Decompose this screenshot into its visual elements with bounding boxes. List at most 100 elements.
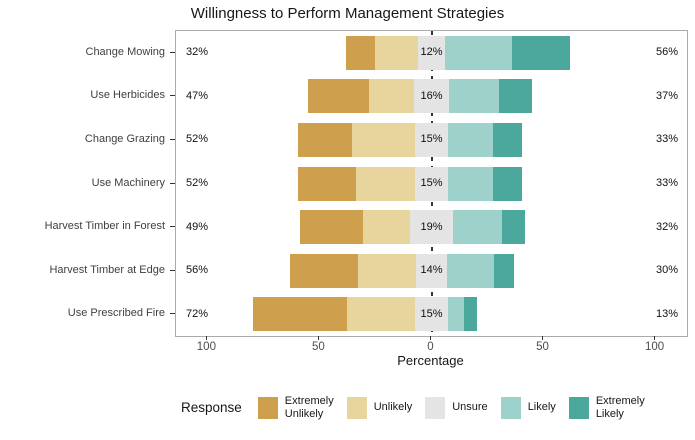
bar-segment-extremely-likely — [463, 297, 478, 332]
y-tick-mark — [170, 138, 175, 140]
positive-total-label: 33% — [655, 133, 678, 146]
y-tick-mark — [170, 51, 175, 53]
legend-swatch-likely — [500, 396, 521, 419]
bar-segment-likely — [448, 297, 464, 332]
x-tick-mark — [542, 336, 544, 340]
bar-row: 52% 15% 33% — [176, 122, 687, 157]
x-tick-label: 50 — [312, 341, 325, 353]
legend-label-extremely_unlikely: Extremely Unlikely — [284, 395, 334, 420]
bar-segment-unsure — [410, 210, 453, 245]
negative-total-label: 56% — [186, 264, 209, 277]
bar-segment-extremely-likely — [494, 253, 515, 288]
bar-row: 56% 14% 30% — [176, 253, 687, 288]
bar-segment-extremely-unlikely — [253, 297, 348, 332]
bar-segment-unsure — [418, 35, 445, 70]
bar-segment-extremely-likely — [512, 35, 571, 70]
negative-total-label: 32% — [186, 46, 209, 59]
legend-item-extremely_likely: Extremely Likely — [568, 395, 645, 421]
y-category-label: Use Herbicides — [90, 89, 165, 102]
negative-total-label: 49% — [186, 220, 209, 233]
unsure-label: 14% — [420, 264, 443, 277]
x-tick-label: 0 — [427, 341, 434, 353]
legend-swatch-unlikely — [346, 396, 367, 419]
bar-row: 49% 19% 32% — [176, 210, 687, 245]
positive-total-label: 37% — [655, 89, 678, 102]
bar-segment-extremely-unlikely — [290, 253, 358, 288]
bar-row: 32% 12% 56% — [176, 35, 687, 70]
y-category-label: Use Prescribed Fire — [67, 307, 165, 320]
negative-total-label: 72% — [186, 307, 209, 320]
legend-item-likely: Likely — [500, 396, 556, 419]
legend-item-extremely_unlikely: Extremely Unlikely — [257, 395, 334, 421]
y-tick-mark — [170, 95, 175, 97]
legend: Response Extremely Unlikely Unlikely Unsur… — [181, 395, 645, 421]
bar-row: 47% 16% 37% — [176, 79, 687, 114]
x-tick-mark — [430, 336, 431, 340]
positive-total-label: 30% — [655, 264, 678, 277]
bar-segment-unsure — [413, 79, 450, 114]
x-axis-title: Percentage — [397, 353, 464, 368]
legend-item-unsure: Unsure — [425, 396, 488, 419]
bar-segment-extremely-likely — [493, 122, 523, 157]
x-tick-mark — [205, 336, 207, 340]
positive-total-label: 33% — [655, 177, 678, 189]
bar-segment-unlikely — [363, 210, 411, 245]
y-tick-mark — [170, 313, 175, 315]
bar-segment-extremely-unlikely — [298, 122, 352, 157]
bar-segment-unlikely — [347, 297, 415, 332]
unsure-label: 15% — [420, 177, 443, 189]
bar-segment-likely — [449, 79, 499, 114]
legend-swatch-extremely_unlikely — [257, 396, 278, 419]
bar-segment-extremely-unlikely — [346, 35, 376, 70]
legend-label-extremely_likely: Extremely Likely — [595, 395, 645, 420]
x-tick-mark — [654, 336, 656, 340]
positive-total-label: 13% — [655, 307, 678, 320]
y-category-label: Change Grazing — [84, 132, 165, 145]
positive-total-label: 56% — [655, 46, 678, 59]
bar-segment-unsure — [414, 122, 449, 157]
bar-segment-unsure — [415, 253, 448, 288]
bar-segment-extremely-likely — [502, 210, 525, 245]
legend-label-unsure: Unsure — [452, 401, 488, 414]
legend-label-likely: Likely — [527, 401, 556, 414]
legend-label-unlikely: Unlikely — [373, 401, 413, 414]
bar-segment-unlikely — [351, 122, 415, 157]
bar-segment-likely — [448, 122, 494, 157]
y-category-label: Harvest Timber in Forest — [44, 220, 165, 233]
legend-title: Response — [181, 400, 242, 416]
bar-segment-extremely-likely — [493, 166, 523, 201]
bar-segment-unlikely — [357, 253, 416, 288]
x-tick-label: 50 — [536, 341, 549, 353]
bar-segment-unsure — [414, 297, 449, 332]
y-category-label: Harvest Timber at Edge — [49, 263, 165, 276]
bar-segment-unsure — [414, 166, 449, 201]
unsure-label: 15% — [420, 307, 443, 320]
y-category-label: Change Mowing — [85, 45, 166, 58]
unsure-label: 12% — [420, 46, 443, 59]
bar-segment-likely — [452, 210, 503, 245]
negative-total-label: 52% — [186, 177, 209, 189]
legend-swatch-extremely_likely — [568, 396, 589, 419]
legend-swatch-unsure — [425, 396, 446, 419]
chart-title: Willingness to Perform Management Strate… — [190, 5, 505, 22]
bar-segment-unlikely — [368, 79, 414, 114]
bar-segment-extremely-unlikely — [308, 79, 369, 114]
bar-row: 52% 15% 33% — [176, 166, 687, 201]
bar-segment-likely — [448, 166, 494, 201]
plot-panel: 32% 12% 56% 47% 16% 37% 52% 15% 33% 52% 15% 33% 49% 1… — [175, 30, 688, 337]
legend-item-unlikely: Unlikely — [346, 396, 413, 419]
legend-items: Extremely Unlikely Unlikely Unsure Likely Ex… — [257, 395, 645, 421]
unsure-label: 19% — [420, 220, 443, 233]
x-tick-label: 100 — [196, 341, 216, 353]
y-tick-mark — [170, 269, 175, 271]
bar-row: 72% 15% 13% — [176, 297, 687, 332]
x-tick-mark — [317, 336, 319, 340]
bar-segment-likely — [447, 253, 495, 288]
unsure-label: 16% — [420, 89, 443, 102]
bar-segment-unlikely — [356, 166, 415, 201]
y-tick-mark — [170, 226, 175, 228]
y-tick-mark — [170, 182, 175, 184]
y-category-label: Use Machinery — [91, 176, 165, 189]
x-tick-label: 100 — [645, 341, 665, 353]
